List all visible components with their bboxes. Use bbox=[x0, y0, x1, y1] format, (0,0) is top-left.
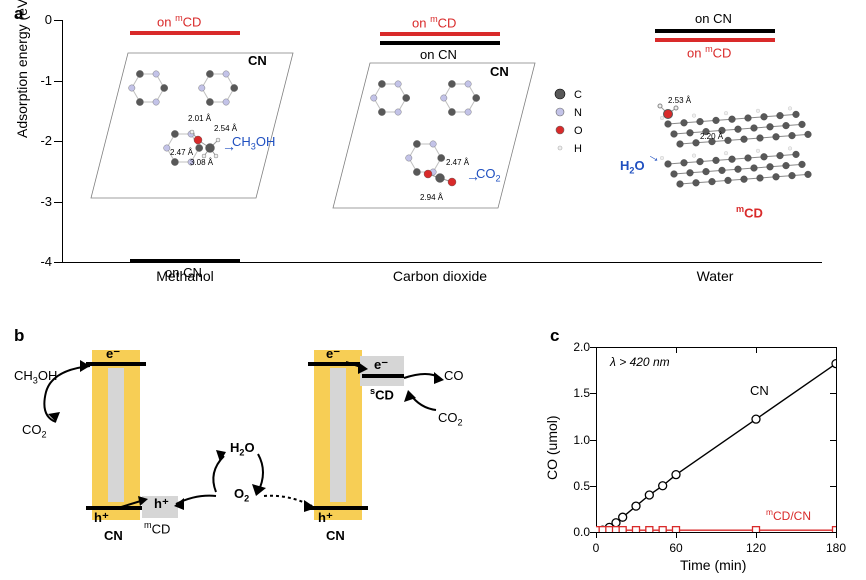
svg-text:O: O bbox=[574, 125, 583, 137]
xa-category: Water bbox=[655, 268, 775, 284]
cycle-arrows bbox=[172, 438, 322, 518]
arrow-right-rxn bbox=[400, 360, 460, 420]
e-left: e⁻ bbox=[106, 346, 120, 362]
adsorption-bar bbox=[130, 31, 240, 35]
bar-label: on mCD bbox=[687, 44, 731, 60]
mcd-label: mCD bbox=[736, 204, 763, 220]
dist-m-4: 3.08 Å bbox=[190, 158, 213, 167]
ch3oh-label: CH3OH bbox=[232, 134, 275, 152]
svg-text:H: H bbox=[574, 143, 582, 155]
dist-w-2: 2.20 Å bbox=[700, 132, 723, 141]
arrow-ch3oh: → bbox=[222, 138, 236, 154]
mcdcn-series-label: mCD/CN bbox=[766, 507, 811, 523]
adsorption-bar bbox=[380, 41, 500, 45]
bar-label: on CN bbox=[165, 265, 202, 280]
panel-a: Adsorption energy (eV) 0-1-2-3-4 Methano… bbox=[20, 8, 846, 308]
cn-inner-right bbox=[330, 368, 346, 502]
adsorption-bar bbox=[380, 32, 500, 36]
bar-label: on CN bbox=[695, 11, 732, 26]
xa-category: Carbon dioxide bbox=[380, 268, 500, 284]
cn-right-lbl: CN bbox=[326, 528, 345, 543]
xc-axis-label: Time (min) bbox=[680, 557, 746, 573]
cn-inner-left bbox=[108, 368, 124, 502]
methanol-on-cn-diagram bbox=[88, 48, 298, 218]
arrow-co2: → bbox=[466, 168, 480, 184]
cn-label-1: CN bbox=[248, 53, 267, 68]
adsorption-bar bbox=[130, 259, 240, 263]
panel-b: e⁻ h⁺ CN h⁺ mCD CH3OH CO2 e⁻ h⁺ CN e⁻ sC… bbox=[14, 330, 494, 570]
chart-c-plot bbox=[596, 347, 836, 532]
h2o-label: H2O bbox=[620, 158, 645, 176]
co2-on-cn-diagram bbox=[330, 58, 540, 228]
adsorption-bar bbox=[655, 29, 775, 33]
h-left: h⁺ bbox=[94, 510, 109, 526]
cn-series-label: CN bbox=[750, 383, 769, 398]
arrow-left-rxn bbox=[22, 350, 102, 430]
bar-label: on mCD bbox=[157, 13, 201, 29]
adsorption-bar bbox=[655, 38, 775, 42]
cn-label-2: CN bbox=[490, 64, 509, 79]
arrow-h-mcd bbox=[114, 492, 158, 516]
cn-left-lbl: CN bbox=[104, 528, 123, 543]
e-right: e⁻ bbox=[326, 346, 340, 362]
scd-lbl: sCD bbox=[370, 386, 394, 402]
dist-m-2: 2.54 Å bbox=[214, 124, 237, 133]
e-scd: e⁻ bbox=[374, 357, 388, 373]
svg-text:N: N bbox=[574, 107, 582, 119]
ya-axis bbox=[62, 20, 63, 262]
xc-axis bbox=[596, 532, 836, 533]
dist-m-3: 2.47 Å bbox=[170, 148, 193, 157]
mcd-lbl: mCD bbox=[144, 520, 170, 536]
yc-axis-right bbox=[836, 347, 837, 532]
dist-m-1: 2.01 Å bbox=[188, 114, 211, 123]
svg-text:C: C bbox=[574, 89, 582, 101]
arrow-e-scd bbox=[344, 352, 374, 376]
water-on-mcd-diagram bbox=[628, 74, 828, 214]
dist-w-1: 2.53 Å bbox=[668, 96, 691, 105]
panel-c: CO (umol) 0.00.51.01.52.0 060120180 Time… bbox=[550, 335, 850, 565]
yc-axis-label: CO (umol) bbox=[544, 415, 560, 480]
dist-c-1: 2.47 Å bbox=[446, 158, 469, 167]
bar-label: on mCD bbox=[412, 14, 456, 30]
dist-c-2: 2.94 Å bbox=[420, 193, 443, 202]
atom-legend: CNOH bbox=[550, 86, 610, 163]
